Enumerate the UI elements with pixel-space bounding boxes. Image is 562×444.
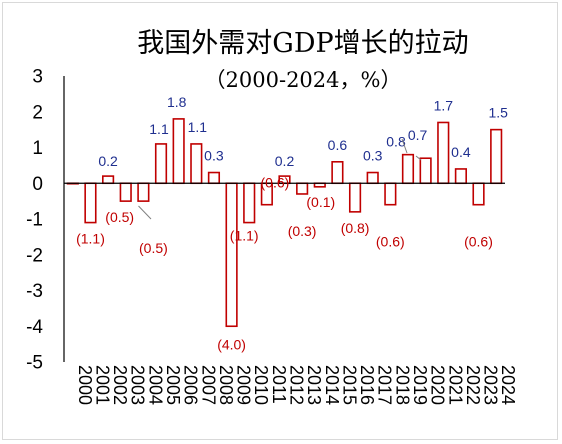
data-label-2018: (0.6) (376, 234, 405, 250)
data-label-2021: 1.7 (434, 98, 454, 114)
x-tick-labels: 2000200120022003200420052006200720082009… (75, 365, 518, 405)
x-tick-label: 2023 (481, 365, 501, 405)
y-tick-label: -5 (26, 353, 43, 374)
bar-2016 (348, 182, 362, 213)
data-label-2012: 0.2 (275, 153, 295, 169)
x-tick-label: 2005 (163, 365, 183, 405)
bar-2024 (490, 128, 503, 185)
x-tick-label: 2018 (392, 365, 412, 405)
data-label-2007: 1.1 (188, 119, 208, 135)
leader-line (401, 138, 408, 154)
x-tick-label: 2002 (110, 365, 130, 405)
bar-2001 (84, 182, 97, 224)
data-label-2023: (0.6) (464, 234, 493, 250)
data-labels: (1.1)0.2(0.5)(0.5)1.11.81.10.3(4.0)(1.1)… (76, 94, 508, 352)
x-tick-label: 2010 (251, 365, 271, 405)
y-tick-label: 0 (32, 174, 43, 195)
data-label-2010: (1.1) (230, 228, 259, 244)
chart-frame: 我国外需对GDP增长的拉动 （2000-2024，%） 3 2 1 0 -1 -2 -3 -4… (2, 2, 558, 440)
x-tick-label: 2017 (375, 365, 395, 405)
data-label-2016: (0.8) (341, 220, 370, 236)
bar-2005 (154, 143, 168, 185)
data-label-2013: (0.3) (288, 223, 317, 239)
bar-2017 (366, 171, 379, 185)
bar-2006 (172, 118, 185, 185)
x-tick-label: 2008 (216, 365, 236, 405)
data-label-2011: (0.6) (261, 175, 290, 191)
chart-svg: 我国外需对GDP增长的拉动 （2000-2024，%） 3 2 1 0 -1 -2 -3 -4… (26, 28, 518, 405)
x-tick-label: 2001 (93, 365, 113, 405)
x-tick-label: 2009 (234, 365, 254, 405)
bar-2010 (243, 182, 256, 224)
x-tick-label: 2014 (322, 365, 342, 405)
data-label-2022: 0.4 (451, 144, 471, 160)
y-tick-label: 3 (32, 67, 43, 88)
data-label-2004: (0.5) (139, 240, 168, 256)
bar-2009 (225, 182, 238, 328)
x-tick-label: 2024 (498, 365, 518, 405)
bar-2021 (437, 121, 450, 185)
y-tick-labels: 3 2 1 0 -1 -2 -3 -4 -5 (26, 67, 43, 374)
data-label-2008: 0.3 (204, 148, 224, 164)
x-tick-label: 2000 (75, 365, 95, 405)
y-tick-label: 1 (32, 138, 43, 159)
data-label-2014: (0.1) (306, 194, 335, 210)
bar-2007 (190, 143, 203, 185)
bar-2008 (207, 171, 221, 185)
x-tick-label: 2012 (287, 365, 307, 405)
bar-2020 (419, 157, 432, 185)
bar-2003 (119, 182, 132, 202)
data-label-2002: 0.2 (98, 153, 118, 169)
bar-2023 (472, 182, 485, 206)
x-tick-label: 2004 (145, 365, 165, 405)
bar-2004 (137, 182, 150, 202)
y-tick-label: 2 (32, 102, 43, 123)
x-tick-label: 2020 (428, 365, 448, 405)
data-label-2001: (1.1) (76, 231, 105, 247)
bar-2019 (401, 153, 415, 185)
x-tick-label: 2013 (304, 365, 324, 405)
leader-lines (138, 138, 422, 220)
y-tick-label: -4 (26, 317, 43, 338)
leader-line (138, 205, 152, 220)
y-tick-label: -2 (26, 245, 43, 266)
y-tick-label: -3 (26, 281, 43, 302)
bar-2022 (454, 168, 467, 185)
x-tick-label: 2015 (339, 365, 359, 405)
data-label-2020: 0.7 (408, 127, 428, 143)
bar-2015 (331, 161, 344, 185)
chart-subtitle: （2000-2024，%） (205, 68, 402, 92)
x-tick-label: 2007 (198, 365, 218, 405)
x-tick-label: 2016 (357, 365, 377, 405)
x-tick-label: 2003 (128, 365, 148, 405)
data-label-2006: 1.8 (167, 94, 187, 110)
data-label-2019: 0.8 (386, 134, 406, 150)
x-tick-label: 2019 (410, 365, 430, 405)
bar-2002 (102, 175, 115, 185)
x-tick-label: 2022 (463, 365, 483, 405)
chart-title: 我国外需对GDP增长的拉动 (137, 28, 468, 59)
bar-2018 (384, 182, 397, 206)
data-label-2009: (4.0) (217, 336, 246, 352)
x-tick-label: 2021 (445, 365, 465, 405)
x-tick-label: 2006 (181, 365, 201, 405)
y-tick-label: -1 (26, 210, 43, 231)
data-label-2024: 1.5 (488, 105, 508, 121)
data-label-2015: 0.6 (328, 137, 348, 153)
bar-2013 (296, 182, 309, 195)
data-label-2003: (0.5) (105, 209, 134, 225)
data-label-2017: 0.3 (363, 148, 383, 164)
leader-line (415, 155, 422, 161)
x-tick-label: 2011 (269, 365, 289, 404)
axes (63, 76, 505, 362)
data-label-2005: 1.1 (149, 121, 169, 137)
